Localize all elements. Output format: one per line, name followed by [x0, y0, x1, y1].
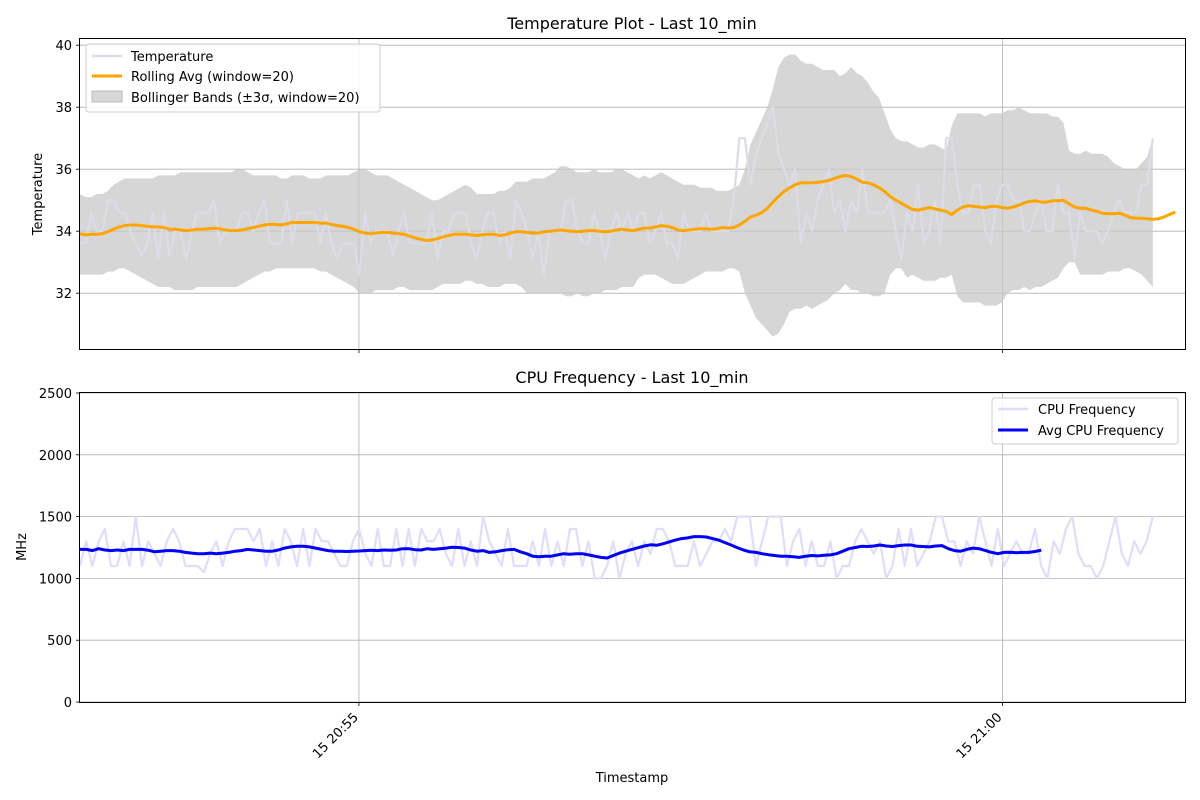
legend-label-rolling-avg: Rolling Avg (window=20) — [131, 70, 294, 85]
legend-swatch-bollinger-bands — [91, 90, 123, 103]
cpu-y-axis-label: MHz — [15, 533, 30, 561]
y-tick-label: 1000 — [39, 572, 72, 587]
y-tick-label: 0 — [64, 696, 72, 711]
cpu-chart-title: CPU Frequency - Last 10_min — [515, 368, 748, 388]
y-tick-label: 36 — [55, 163, 72, 178]
legend-label-temperature: Temperature — [130, 50, 213, 65]
temperature-legend-box — [85, 43, 381, 113]
temperature-chart-title: Temperature Plot - Last 10_min — [506, 14, 756, 34]
temperature-y-axis-label: Temperature — [31, 153, 46, 236]
rolling-avg-line — [79, 173, 1176, 242]
y-tick-label: 2500 — [39, 387, 72, 402]
y-tick-label: 500 — [47, 634, 72, 649]
cpu-series — [78, 515, 1154, 580]
avg-cpu-frequency-line — [80, 535, 1042, 560]
y-tick-label: 40 — [55, 39, 72, 54]
temperature-legend: Temperature Rolling Avg (window=20) Boll… — [85, 43, 381, 113]
legend-label-cpu-frequency: CPU Frequency — [1038, 403, 1136, 418]
cpu-legend-box — [991, 397, 1179, 445]
cpu-y-ticks: 0 500 1000 1500 2000 2500 — [39, 387, 80, 711]
y-tick-label: 34 — [55, 225, 72, 240]
x-axis-label: Timestamp — [595, 771, 669, 786]
legend-label-bollinger-bands: Bollinger Bands (±3σ, window=20) — [131, 91, 360, 106]
y-tick-label: 2000 — [39, 449, 72, 464]
temperature-axes-frame — [79, 38, 1186, 350]
temperature-line — [80, 106, 1154, 276]
temperature-series — [79, 106, 1176, 276]
bollinger-band-area — [80, 54, 1153, 337]
bollinger-bands — [80, 54, 1153, 337]
y-tick-label: 32 — [55, 287, 72, 302]
cpu-legend: CPU Frequency Avg CPU Frequency — [991, 397, 1179, 445]
cpu-axes-frame — [79, 392, 1186, 703]
temperature-chart: Temperature Plot - Last 10_min Temperatu… — [31, 14, 1186, 353]
y-tick-label: 38 — [55, 101, 72, 116]
legend-label-avg-cpu-frequency: Avg CPU Frequency — [1038, 424, 1164, 439]
y-tick-label: 1500 — [39, 511, 72, 526]
